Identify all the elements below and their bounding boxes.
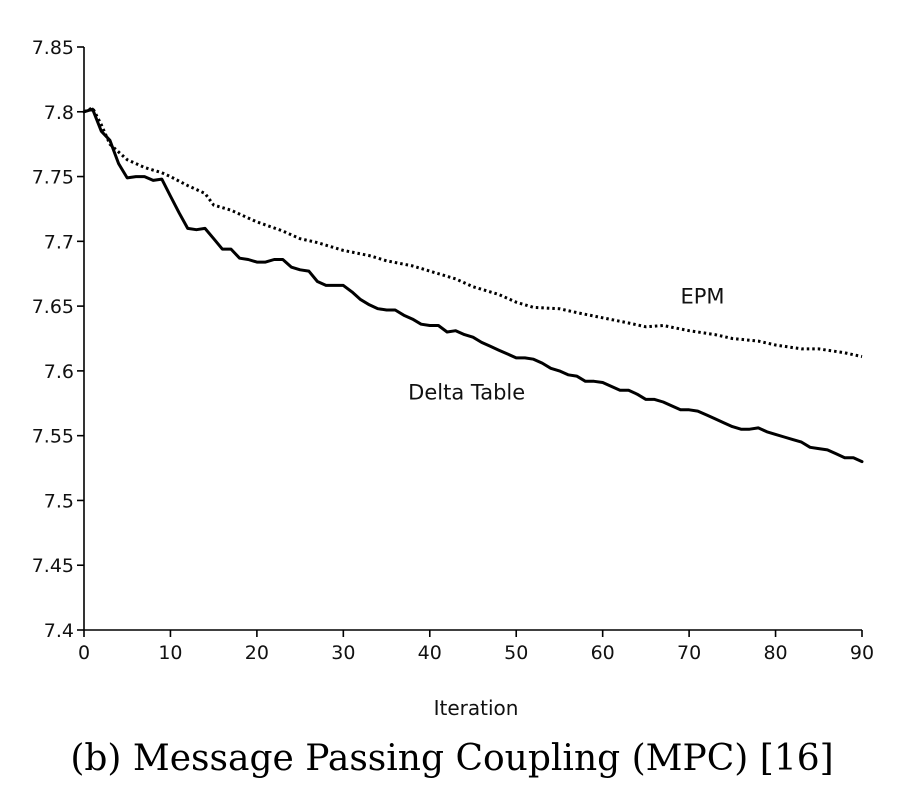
y-tick-label: 7.55 xyxy=(32,426,74,448)
x-tick-label: 90 xyxy=(850,642,874,664)
chart-caption: (b) Message Passing Coupling (MPC) [16] xyxy=(70,738,833,779)
x-axis: 0 10 20 30 40 50 60 70 80 90 xyxy=(78,629,874,664)
x-tick-label: 0 xyxy=(78,642,90,664)
y-tick-label: 7.5 xyxy=(44,490,74,512)
series-annotations: EPM Delta Table xyxy=(408,285,724,405)
y-tick-label: 7.65 xyxy=(32,296,74,318)
series-label-epm: EPM xyxy=(680,285,724,309)
x-tick-label: 50 xyxy=(504,642,528,664)
series-line-epm xyxy=(83,106,863,359)
x-tick-label: 20 xyxy=(245,642,269,664)
x-tick-label: 80 xyxy=(763,642,787,664)
y-tick-label: 7.6 xyxy=(44,361,74,383)
series-label-delta-table: Delta Table xyxy=(408,380,525,404)
y-axis: 7.4 7.45 7.5 7.55 7.6 7.65 7.7 7.75 7.8 7.85 xyxy=(32,37,85,642)
y-tick-label: 7.8 xyxy=(44,102,74,124)
x-tick-label: 10 xyxy=(158,642,182,664)
x-tick-label: 60 xyxy=(591,642,615,664)
x-tick-label: 40 xyxy=(418,642,442,664)
y-tick-label: 7.7 xyxy=(44,231,74,253)
y-tick-label: 7.85 xyxy=(32,37,74,59)
y-tick-label: 7.4 xyxy=(44,620,74,642)
x-tick-label: 70 xyxy=(677,642,701,664)
x-tick-label: 30 xyxy=(331,642,355,664)
x-axis-label: Iteration xyxy=(434,696,519,720)
y-tick-label: 7.75 xyxy=(32,167,74,189)
series-line-delta-table xyxy=(82,107,864,464)
plot-area xyxy=(82,106,864,464)
y-tick-label: 7.45 xyxy=(32,555,74,577)
